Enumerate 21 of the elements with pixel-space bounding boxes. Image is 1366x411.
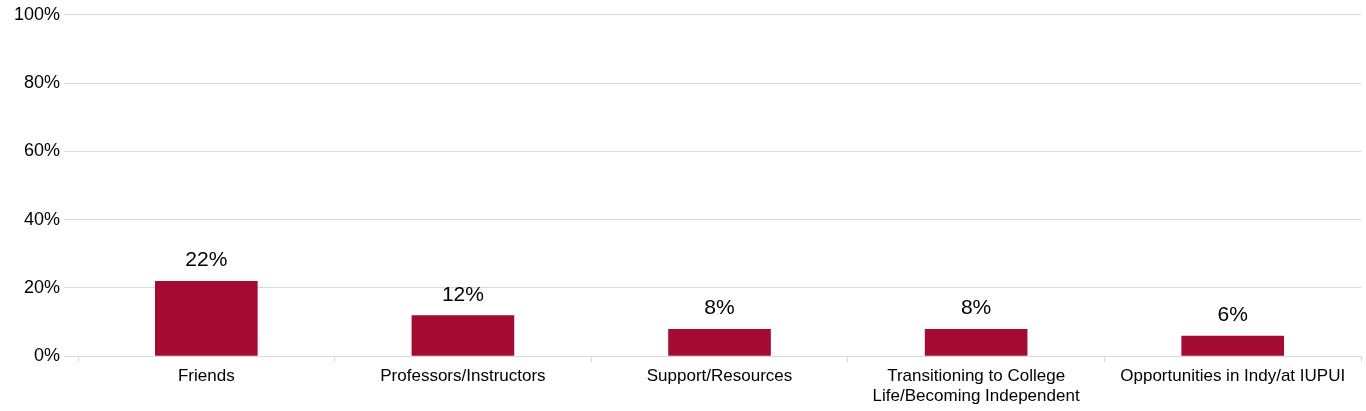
data-label: 6% [1217, 302, 1248, 326]
bar [411, 315, 515, 356]
bar [668, 328, 771, 356]
data-label: 8% [704, 295, 735, 319]
data-label: 8% [960, 295, 992, 319]
x-tick-label: Professors/Instructors [380, 366, 546, 386]
x-tick-label: Friends [177, 366, 235, 386]
y-tick-label: 60% [24, 140, 61, 161]
bar [924, 328, 1028, 356]
y-tick-label: 0% [34, 345, 61, 366]
y-tick-label: 100% [13, 3, 61, 24]
bar [155, 281, 258, 356]
bar [1181, 335, 1285, 356]
x-tick-label: Transitioning to College Life/Becoming Independent [872, 366, 1080, 406]
data-label: 22% [185, 247, 228, 271]
y-tick-label: 20% [24, 276, 61, 297]
x-tick-label: Support/Resources [646, 366, 793, 386]
x-tick-label: Opportunities in Indy/at IUPUI [1120, 366, 1346, 386]
y-tick-label: 40% [24, 208, 61, 229]
y-tick-label: 80% [24, 72, 61, 93]
data-label: 12% [441, 281, 484, 305]
